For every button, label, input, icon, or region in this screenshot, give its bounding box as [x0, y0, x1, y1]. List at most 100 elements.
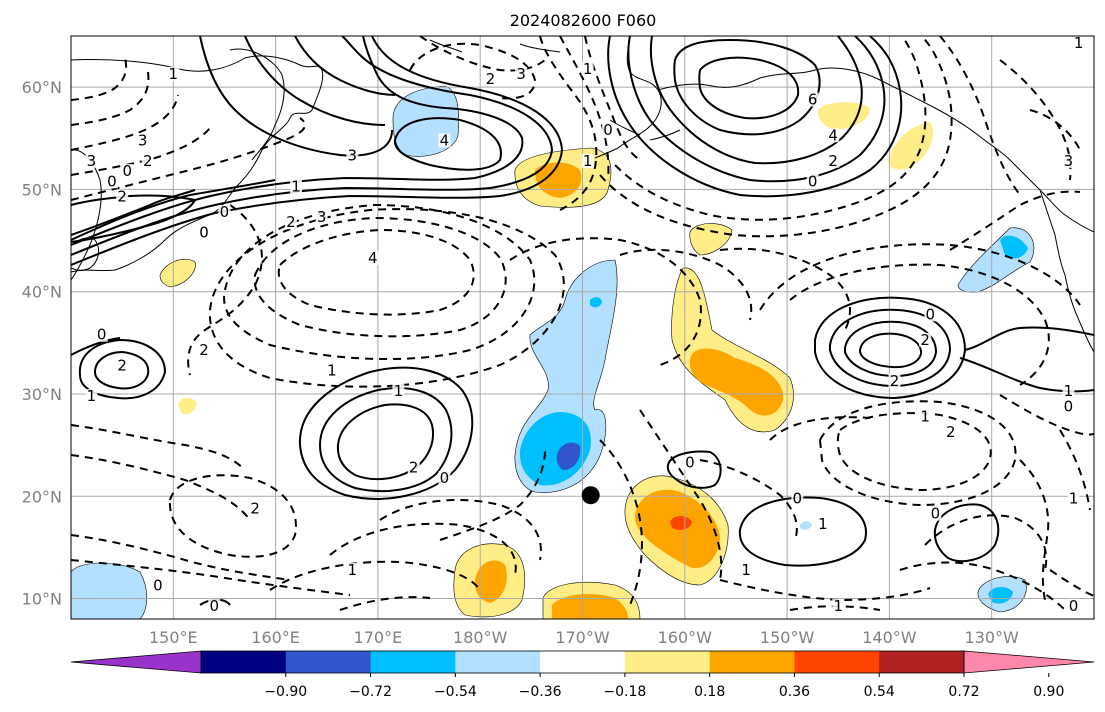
contour-dashed	[719, 579, 931, 602]
contour-label: 1	[394, 382, 404, 400]
contour-solid	[71, 337, 121, 356]
contour-label-bg	[791, 491, 804, 506]
contour-label: 1	[583, 152, 593, 170]
chart-title: 2024082600 F060	[510, 11, 657, 30]
contour-label-bg	[249, 501, 262, 516]
contour-label-bg	[141, 153, 154, 168]
contour-label: 4	[440, 131, 450, 149]
contour-dashed	[599, 439, 643, 606]
contour-label: 3	[138, 131, 148, 149]
contour-solid	[294, 36, 396, 96]
contour-dashed	[71, 71, 150, 126]
colorbar-label: 0.36	[779, 684, 810, 700]
contour-label-bg	[151, 578, 164, 593]
contour-dashed	[769, 416, 871, 441]
colorbar-label: 0.72	[948, 684, 979, 700]
contour-label: 0	[107, 172, 117, 190]
fill-positive	[178, 397, 197, 415]
fill-positive	[670, 516, 692, 530]
contour-dashed	[1019, 459, 1050, 601]
fill-negative	[1000, 235, 1028, 259]
contour-label-bg	[315, 210, 328, 225]
contour-label-bg	[683, 455, 696, 470]
plot-frame	[70, 35, 1095, 620]
contour-solid	[814, 296, 967, 400]
contour-dashed	[899, 561, 1066, 611]
contour-label: 1	[1074, 34, 1084, 52]
colorbar-segment	[709, 651, 795, 673]
contour-label: 1	[87, 387, 97, 405]
colorbar-segment	[455, 651, 541, 673]
contour-solid	[71, 189, 196, 236]
contour-dashed	[924, 514, 1048, 571]
contour-solid	[829, 308, 952, 388]
contour-label: 1	[291, 177, 301, 195]
lat-tick-label: 50°N	[22, 180, 62, 199]
contour-label-bg	[602, 123, 615, 138]
colorbar-label: 0.18	[694, 684, 725, 700]
contour-label-bg	[346, 148, 359, 163]
contour-label: 1	[583, 60, 593, 78]
colorbar-label: −0.54	[434, 684, 477, 700]
contour-solid	[627, 36, 886, 183]
contour-label: 0	[97, 326, 107, 344]
colorbar: −0.90 −0.72 −0.54 −0.36 −0.18 0.18 0.36 0.54 0.7…	[70, 650, 1095, 700]
fill-positive	[689, 223, 733, 256]
contour-solid	[649, 36, 863, 165]
contour-label: 0	[1064, 397, 1074, 415]
contour-label-bg	[816, 516, 829, 531]
contour-dashed	[71, 117, 306, 201]
contour-label-bg	[740, 562, 753, 577]
contour-labels: 3203021343100243210164201302121120210000…	[85, 34, 1085, 615]
contour-label: 0	[153, 576, 163, 594]
contour-label: 0	[793, 489, 803, 507]
contour-label: 0	[220, 203, 230, 221]
contour-solid	[844, 320, 938, 378]
colorbar-extend-high	[963, 650, 1095, 674]
contour-label-bg	[284, 215, 297, 230]
contour-solid	[933, 503, 1000, 563]
contour-solid	[336, 403, 434, 481]
contour-label-bg	[85, 389, 98, 404]
contour-dashed	[1029, 109, 1081, 151]
contour-label: 0	[685, 454, 695, 472]
contour-label: 3	[317, 208, 327, 226]
colorbar-segment	[624, 651, 711, 673]
contour-solid	[666, 450, 722, 489]
contour-label: 2	[250, 500, 260, 518]
contour-label-bg	[208, 598, 221, 613]
fill-positive	[159, 258, 196, 288]
contour-label-bg	[919, 332, 932, 347]
lat-tick-label: 20°N	[22, 487, 62, 506]
contour-solid	[71, 36, 564, 266]
latitude-ticks: 10°N 20°N 30°N 40°N 50°N 60°N	[22, 78, 62, 608]
contour-dashed	[539, 36, 598, 211]
contour-dashed	[699, 459, 798, 541]
contour-label: 0	[122, 162, 132, 180]
contour-label: 6	[808, 90, 818, 108]
contour-solid	[71, 179, 276, 241]
contour-label: 2	[409, 459, 419, 477]
contour-dashed	[269, 560, 481, 591]
contour-label-bg	[581, 61, 594, 76]
contour-label: 1	[1064, 382, 1074, 400]
contour-label: 2	[920, 331, 930, 349]
contour-solid	[964, 326, 1094, 351]
contour-solid	[698, 56, 800, 120]
contour-label-bg	[919, 409, 932, 424]
storm-marker	[581, 486, 600, 505]
contour-label: 1	[169, 65, 179, 83]
contour-label-bg	[366, 251, 379, 266]
colorbar-label: −0.18	[603, 684, 646, 700]
contour-label: 2	[828, 152, 838, 170]
contour-dashed	[939, 36, 1021, 196]
contour-label-bg	[116, 358, 129, 373]
fill-negative	[556, 442, 581, 470]
contour-label-bg	[827, 128, 840, 143]
colorbar-label: −0.36	[519, 684, 562, 700]
coastline-japan	[71, 237, 100, 271]
contour-label-bg	[438, 470, 451, 485]
contour-label: 3	[516, 65, 526, 83]
contour-dashed	[599, 36, 953, 238]
fill-negative	[590, 297, 602, 308]
